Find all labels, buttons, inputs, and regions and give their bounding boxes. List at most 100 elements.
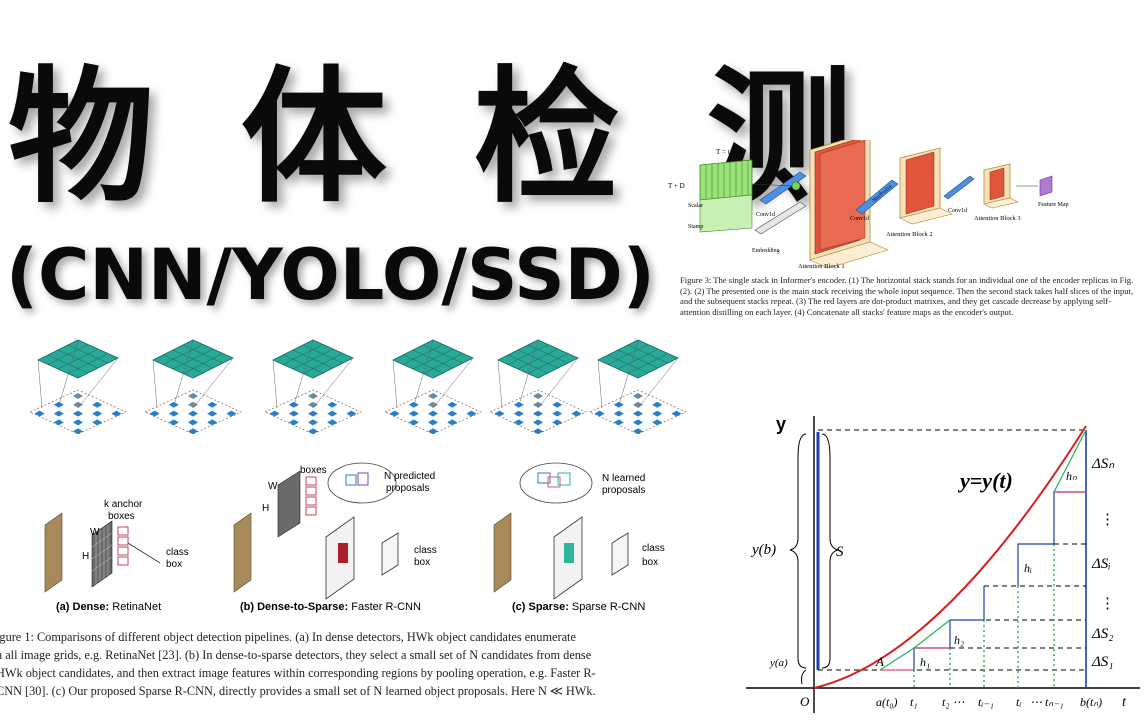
input-cell <box>111 410 122 417</box>
input-cell <box>652 410 663 417</box>
input-cell <box>389 410 400 417</box>
attn2-label: Attention Block 2 <box>886 231 933 238</box>
input-cell <box>633 393 643 399</box>
input-cell <box>513 419 524 426</box>
input-cell <box>613 419 624 426</box>
input-cell <box>207 401 218 408</box>
tick-ti: tᵢ <box>1016 695 1021 709</box>
input-cell <box>613 401 624 408</box>
input-cell <box>533 410 543 417</box>
input-cell <box>594 410 605 417</box>
caption-line-4: CNN [30]. (c) Our proposed Sparse R-CNN,… <box>0 684 596 698</box>
caption-line-1: igure 1: Comparisons of different object… <box>0 630 576 644</box>
t-axis-label: t <box>1122 695 1127 710</box>
h-label-b: H <box>262 503 269 514</box>
input-cell <box>447 419 458 426</box>
tick-t2: t₂ ⋯ <box>942 695 965 709</box>
panel-b-caption-rest: Faster R-CNN <box>348 601 421 613</box>
input-cell <box>346 410 357 417</box>
t-plus-d-label: T + D <box>668 182 685 190</box>
conv-diagram-4 <box>384 339 482 435</box>
step-heights <box>913 491 1086 670</box>
conv-grid-figures <box>10 330 690 455</box>
boxes-label-a: boxes <box>108 511 135 522</box>
attn3-label: Attention Block 3 <box>974 215 1021 222</box>
input-cell <box>633 401 643 408</box>
input-cell <box>327 401 338 408</box>
h1-label: h₁ <box>920 655 930 669</box>
input-embedding-green <box>699 159 753 233</box>
n-learned-label: N learned <box>602 473 645 484</box>
input-cell <box>513 410 524 417</box>
y-axis-label: y <box>776 414 786 434</box>
panel-c-caption-rest: Sparse R-CNN <box>569 601 645 613</box>
input-cell <box>269 410 280 417</box>
embedding-bar <box>754 201 807 235</box>
conv1d-label-a: Conv1d <box>756 212 775 218</box>
integral-svg: y t O <box>746 414 1140 713</box>
input-cell <box>188 393 198 399</box>
input-cell <box>207 419 218 426</box>
delta-sn-label: ΔSₙ <box>1091 456 1115 472</box>
dashed-guides <box>818 429 1086 671</box>
roi-region-c <box>564 543 574 563</box>
tick-t1: t₁ <box>910 695 918 709</box>
input-cell <box>188 419 198 426</box>
input-cell <box>428 428 438 435</box>
input-cell <box>73 410 83 417</box>
input-cell <box>92 410 103 417</box>
proposals-label-c: proposals <box>602 485 645 496</box>
input-cell <box>92 401 103 408</box>
pipeline-svg: k anchor boxes W H class box (a) Dense: … <box>44 462 665 613</box>
input-cell <box>571 410 582 417</box>
input-cell <box>168 419 179 426</box>
stamp-label: Stamp <box>688 224 703 230</box>
informer-caption: Figure 3: The single stack in Informer's… <box>680 275 1134 317</box>
box-label-a: box <box>166 559 182 570</box>
conv-diagram-1 <box>29 339 127 435</box>
k-anchor-label: k anchor <box>104 499 143 510</box>
caption-line-2: n all image grids, e.g. RetinaNet [23]. … <box>0 648 592 662</box>
roi-region-b <box>338 543 348 563</box>
input-cell <box>552 401 563 408</box>
input-cell <box>226 410 237 417</box>
input-cell <box>149 410 160 417</box>
input-cell <box>308 393 318 399</box>
input-cell <box>73 419 83 426</box>
input-cell <box>308 401 318 408</box>
scalar-label: Scalar <box>688 203 703 209</box>
panel-b-caption-bold: (b) Dense-to-Sparse: <box>240 601 348 613</box>
title-block: 物 体 检 测 <box>8 58 853 238</box>
ya-label: y(a) <box>769 657 788 669</box>
input-cell <box>633 419 643 426</box>
panel-a-caption-bold: (a) Dense: <box>56 601 109 613</box>
brace-S <box>821 433 839 669</box>
delta-vdots-1: ⋮ <box>1100 512 1115 528</box>
input-image-a <box>44 512 63 593</box>
tick-ti-1: tᵢ₋₁ <box>978 695 994 709</box>
informer-diagram: T = t T + D Scalar Stamp Embedding Conv1… <box>668 131 1069 270</box>
input-cell <box>408 401 419 408</box>
delta-vdots-2: ⋮ <box>1100 596 1115 612</box>
feature-map-label: Feature Map <box>1038 202 1069 208</box>
n-predicted-label: N predicted <box>384 471 435 482</box>
input-cell <box>494 410 505 417</box>
panel-c-caption-bold: (c) Sparse: <box>512 601 569 613</box>
input-cell <box>447 410 458 417</box>
input-cell <box>327 419 338 426</box>
input-cell <box>533 393 543 399</box>
input-cell <box>466 410 477 417</box>
input-cell <box>34 410 45 417</box>
input-cell <box>428 401 438 408</box>
panel-a-caption: (a) Dense: RetinaNet <box>56 601 161 613</box>
input-cell <box>533 419 543 426</box>
input-cell <box>428 410 438 417</box>
hi-label: hᵢ <box>1024 561 1032 575</box>
input-cell <box>188 428 198 435</box>
input-cell <box>633 410 643 417</box>
input-cell <box>92 419 103 426</box>
input-cell <box>207 410 218 417</box>
tick-a: a(t₀) <box>876 695 898 709</box>
class-label-b: class <box>414 545 437 556</box>
h-label-a: H <box>82 551 89 562</box>
